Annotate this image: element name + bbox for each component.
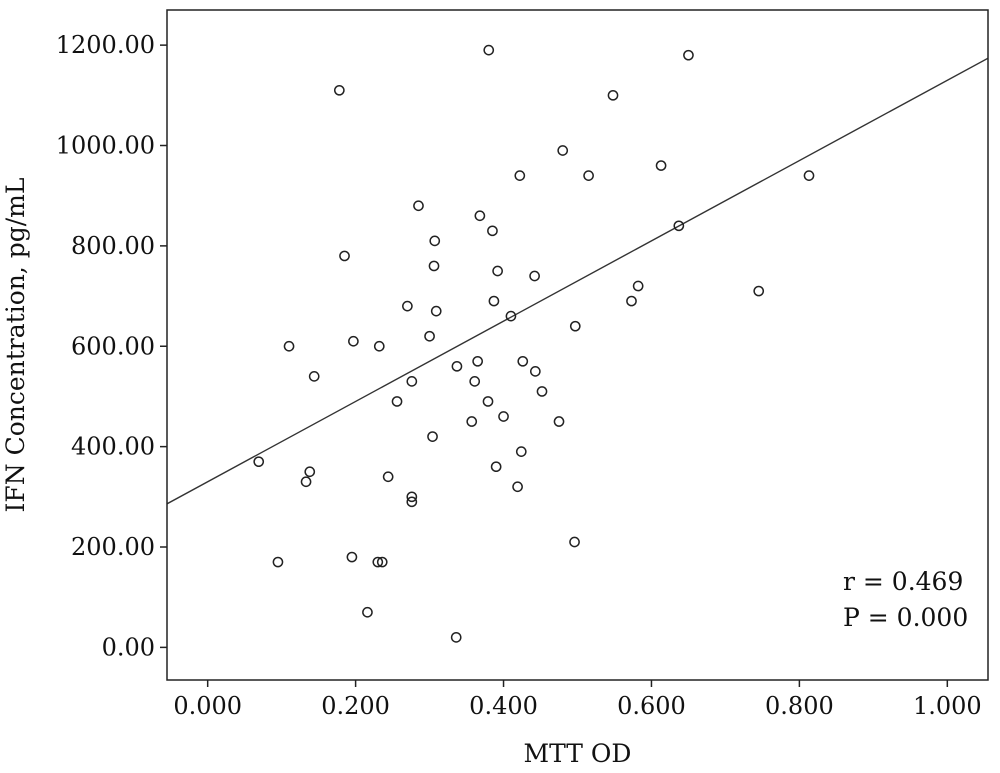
data-point: [505, 310, 517, 322]
data-point: [487, 225, 498, 237]
data-point: [339, 250, 350, 262]
data-point: [372, 556, 384, 568]
data-point: [373, 340, 385, 352]
data-point: [498, 411, 509, 422]
y-axis-title: IFN Concentration, pg/mL: [1, 178, 30, 513]
data-point: [406, 491, 418, 503]
data-point: [430, 305, 442, 317]
data-point: [583, 170, 594, 181]
data-point: [413, 200, 424, 212]
plot-frame: [166, 9, 989, 681]
y-tick-label: 0.00: [102, 633, 155, 661]
data-point: [474, 210, 486, 222]
data-point: [450, 631, 462, 643]
plot-area: [167, 44, 988, 643]
data-point: [607, 89, 619, 101]
annotation-r: r = 0.469: [843, 567, 963, 596]
data-point: [300, 476, 312, 488]
data-point: [272, 556, 284, 568]
data-point: [517, 355, 529, 367]
data-point: [304, 466, 316, 478]
data-point: [753, 285, 765, 297]
data-point: [512, 481, 523, 493]
data-point: [406, 496, 418, 508]
data-point: [346, 551, 358, 563]
data-point: [683, 49, 694, 61]
data-point: [515, 446, 527, 457]
data-point: [492, 265, 503, 277]
data-point: [483, 44, 495, 56]
data-point: [488, 295, 500, 307]
data-point: [655, 160, 667, 171]
data-point: [427, 431, 438, 442]
x-tick-label: 0.400: [469, 692, 538, 720]
y-tick-label: 1200.00: [56, 31, 155, 59]
x-axis-title: MTT OD: [524, 739, 632, 768]
y-tick-label: 800.00: [71, 232, 155, 260]
y-tick-label: 400.00: [71, 433, 155, 461]
regression-line: [167, 57, 988, 505]
data-point: [529, 270, 540, 282]
data-point: [424, 330, 435, 342]
data-point: [626, 295, 637, 307]
annotation-p: P = 0.000: [843, 603, 968, 632]
data-point: [553, 416, 565, 427]
axis-ticks: 0.000 0.200 0.400 0.600 0.800 1.000 0.00 200.00…: [56, 31, 982, 720]
data-point: [490, 461, 502, 473]
data-point: [402, 300, 413, 312]
data-point: [514, 170, 526, 181]
x-tick-label: 0.000: [173, 692, 242, 720]
data-point: [803, 170, 815, 181]
data-point: [466, 416, 478, 427]
data-point: [529, 365, 541, 377]
data-point: [469, 376, 481, 387]
x-tick-label: 1.000: [913, 692, 982, 720]
data-point: [536, 386, 548, 397]
data-point: [482, 396, 494, 407]
x-tick-label: 0.600: [617, 692, 686, 720]
data-point: [253, 456, 265, 468]
x-tick-label: 0.800: [765, 692, 834, 720]
data-point: [382, 471, 394, 483]
data-point: [632, 280, 644, 292]
data-point: [308, 371, 320, 382]
data-point: [429, 235, 441, 247]
data-point: [673, 220, 685, 232]
data-point: [451, 360, 463, 372]
y-tick-label: 600.00: [71, 332, 155, 360]
y-tick-label: 1000.00: [56, 132, 155, 160]
x-tick-label: 0.200: [321, 692, 390, 720]
y-tick-label: 200.00: [71, 533, 155, 561]
data-point: [348, 335, 359, 347]
data-point: [391, 396, 403, 407]
data-point: [362, 606, 373, 618]
data-point: [376, 556, 388, 568]
data-point: [283, 340, 295, 352]
data-point: [472, 355, 483, 367]
data-point: [569, 320, 581, 332]
data-point: [557, 145, 569, 156]
data-point: [406, 376, 418, 387]
data-point: [569, 536, 580, 548]
data-point: [333, 84, 345, 96]
data-point: [428, 260, 440, 272]
